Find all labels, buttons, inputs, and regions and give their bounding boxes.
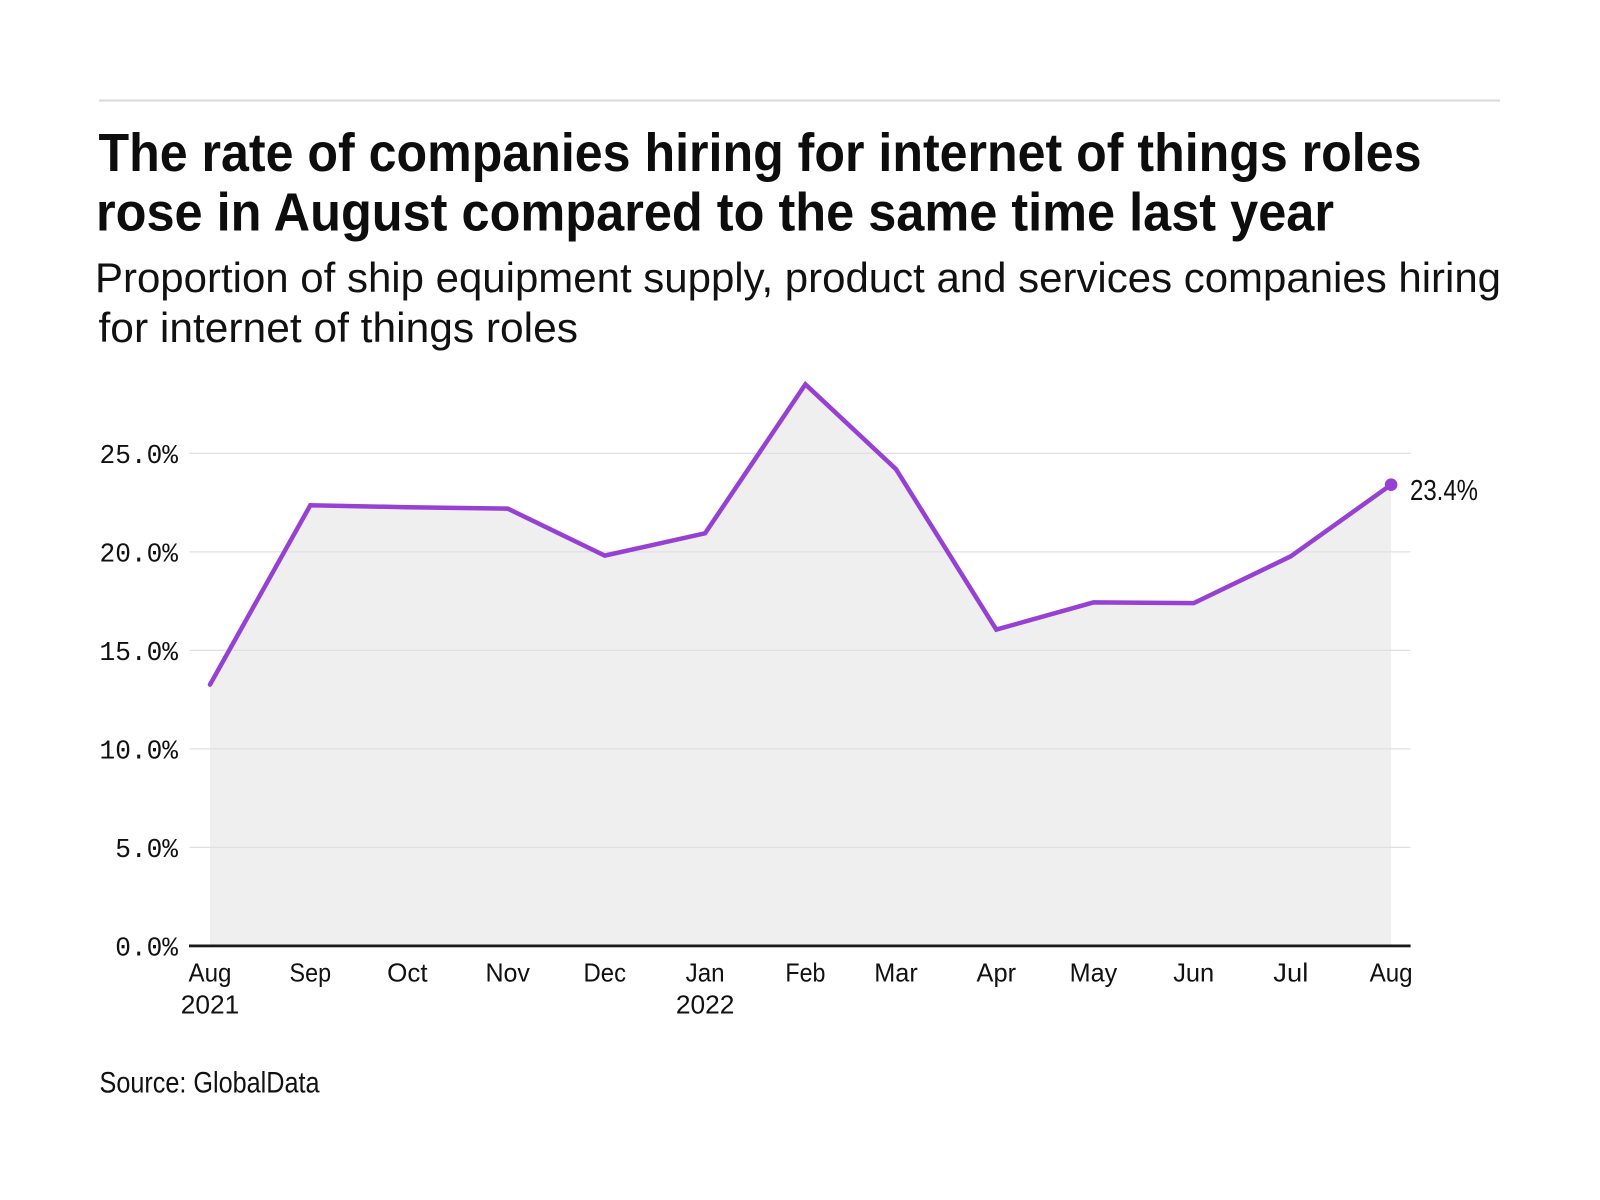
svg-text:Sep: Sep bbox=[290, 957, 332, 987]
svg-text:rose in August compared to the: rose in August compared to the same time… bbox=[96, 183, 1334, 243]
svg-text:Aug: Aug bbox=[1370, 957, 1413, 987]
svg-text:The rate of companies hiring f: The rate of companies hiring for interne… bbox=[99, 123, 1422, 183]
svg-text:Proportion of ship equipment s: Proportion of ship equipment supply, pro… bbox=[95, 254, 1501, 301]
svg-text:25.0%: 25.0% bbox=[100, 442, 179, 472]
svg-text:Jul: Jul bbox=[1273, 957, 1308, 987]
svg-text:Oct: Oct bbox=[387, 957, 428, 987]
svg-text:Feb: Feb bbox=[785, 957, 825, 987]
svg-text:Nov: Nov bbox=[485, 957, 530, 987]
svg-text:5.0%: 5.0% bbox=[115, 836, 179, 866]
svg-text:15.0%: 15.0% bbox=[100, 639, 179, 669]
svg-text:for internet of things roles: for internet of things roles bbox=[99, 304, 579, 351]
svg-text:0.0%: 0.0% bbox=[115, 935, 179, 965]
svg-text:Dec: Dec bbox=[584, 957, 627, 987]
svg-text:20.0%: 20.0% bbox=[100, 541, 179, 571]
svg-text:10.0%: 10.0% bbox=[100, 738, 179, 768]
svg-text:2021: 2021 bbox=[181, 989, 240, 1019]
svg-text:Aug: Aug bbox=[189, 957, 232, 987]
svg-text:Source: GlobalData: Source: GlobalData bbox=[100, 1067, 320, 1100]
svg-text:May: May bbox=[1070, 957, 1118, 987]
svg-text:Apr: Apr bbox=[977, 957, 1017, 987]
svg-text:Jan: Jan bbox=[686, 957, 725, 987]
svg-text:Jun: Jun bbox=[1173, 957, 1214, 987]
svg-text:2022: 2022 bbox=[676, 989, 735, 1019]
svg-text:Mar: Mar bbox=[874, 957, 918, 987]
svg-text:23.4%: 23.4% bbox=[1410, 475, 1478, 507]
